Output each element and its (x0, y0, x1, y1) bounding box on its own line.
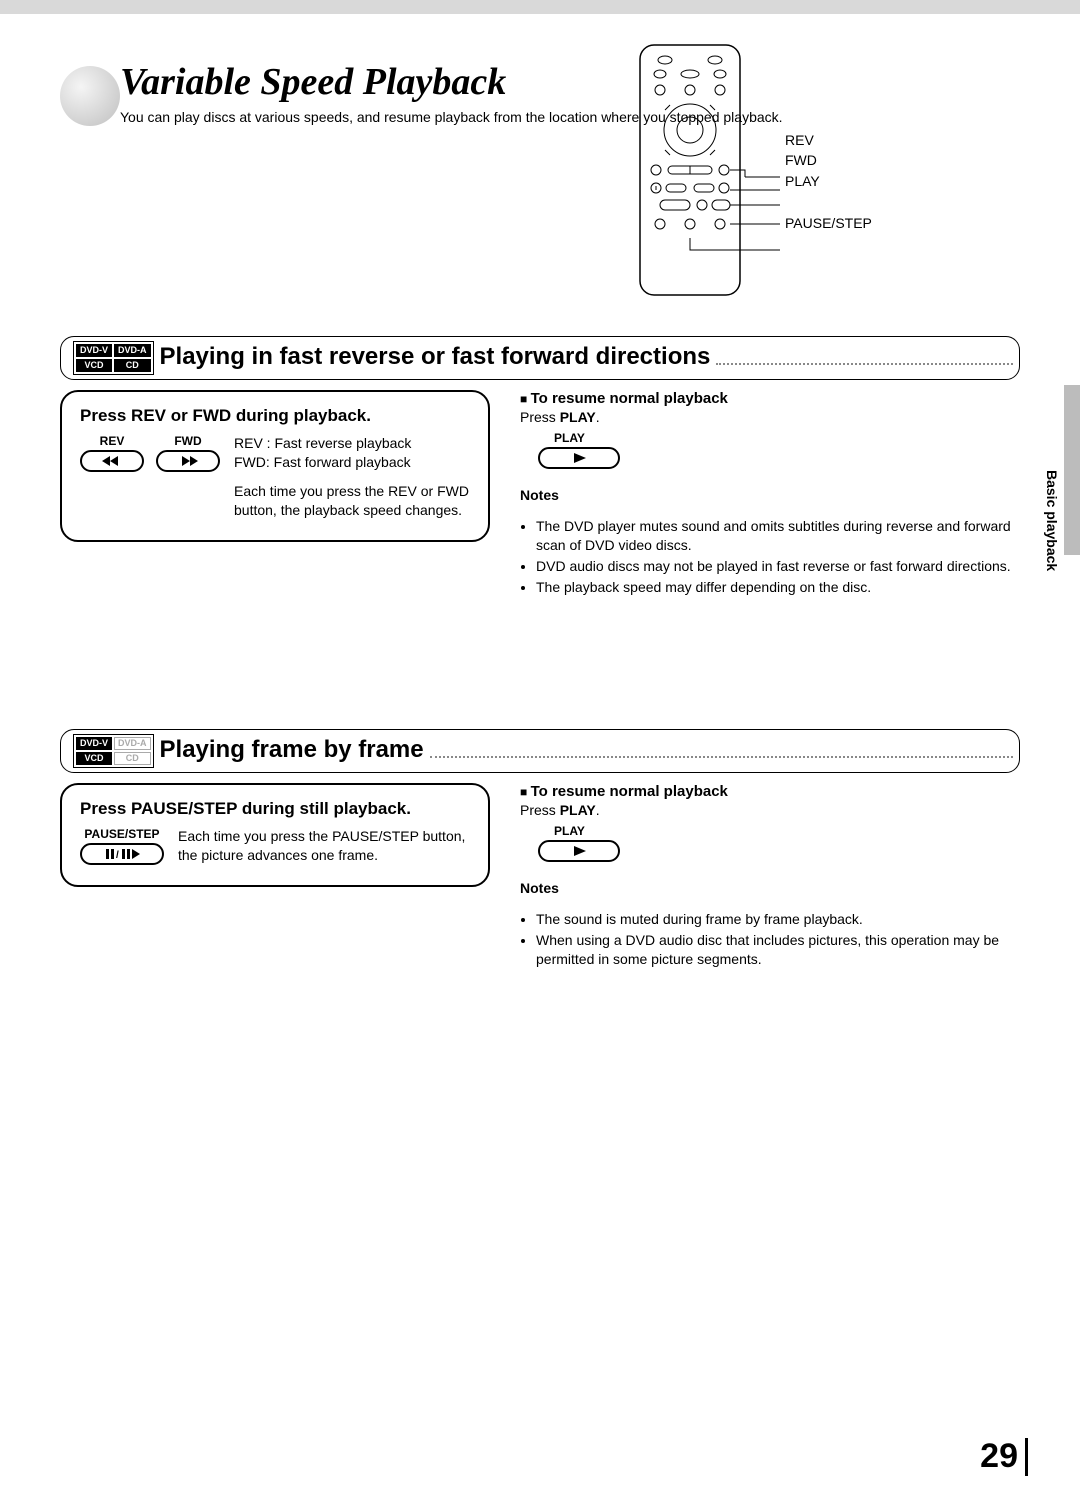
dotted-rule (716, 351, 1013, 365)
rev-label: REV (80, 434, 144, 448)
badge-dvda-2: DVD-A (114, 737, 151, 750)
play-label-2: PLAY (554, 824, 1020, 838)
pause-step-label: PAUSE/STEP (80, 827, 164, 841)
section2-header: DVD-V DVD-A VCD CD Playing frame by fram… (60, 729, 1020, 773)
section2-resume-head: To resume normal playback (520, 783, 1020, 800)
section1-box-title: Press REV or FWD during playback. (80, 406, 470, 426)
rev-button-icon (80, 450, 144, 472)
page-number: 29 (980, 1437, 1018, 1476)
section2-title: Playing frame by frame (154, 736, 430, 764)
badge-cd-2: CD (114, 752, 151, 765)
page-number-bar (1025, 1438, 1028, 1476)
pause-step-button-icon: / (80, 843, 164, 865)
section1-title: Playing in fast reverse or fast forward … (154, 343, 717, 371)
play-button-icon-2 (538, 840, 620, 862)
svg-text:/: / (116, 850, 119, 861)
section2-box-title: Press PAUSE/STEP during still playback. (80, 799, 470, 819)
section1-header: DVD-V DVD-A VCD CD Playing in fast rever… (60, 336, 1020, 380)
section1-notes: The DVD player mutes sound and omits sub… (520, 517, 1020, 597)
badge-dvda: DVD-A (114, 344, 151, 357)
dotted-rule-2 (430, 744, 1013, 758)
badge-cd: CD (114, 359, 151, 372)
remote-label-pause: PAUSE/STEP (785, 213, 872, 233)
play-label: PLAY (554, 431, 1020, 445)
fwd-label: FWD (156, 434, 220, 448)
section2-notes-head: Notes (520, 880, 1020, 896)
remote-label-play: PLAY (785, 171, 872, 191)
fwd-button-icon (156, 450, 220, 472)
section1-resume-head: To resume normal playback (520, 390, 1020, 407)
section2-notes: The sound is muted during frame by frame… (520, 910, 1020, 969)
remote-label-fwd: FWD (785, 150, 872, 170)
section1-notes-head: Notes (520, 487, 1020, 503)
section2-desc: Each time you press the PAUSE/STEP butto… (178, 827, 470, 865)
section1-desc: REV : Fast reverse playback FWD: Fast fo… (234, 434, 470, 520)
remote-diagram: REV FWD PLAY PAUSE/STEP (630, 40, 960, 300)
section2-instruction-box: Press PAUSE/STEP during still playback. … (60, 783, 490, 887)
badge-vcd-2: VCD (76, 752, 112, 765)
resume-text-play: PLAY (560, 409, 596, 425)
resume-text-pre: Press (520, 409, 560, 425)
badge-dvdv: DVD-V (76, 344, 112, 357)
section1-badges: DVD-V DVD-A VCD CD (73, 341, 154, 375)
section1-instruction-box: Press REV or FWD during playback. REV (60, 390, 490, 542)
play-button-icon (538, 447, 620, 469)
badge-vcd: VCD (76, 359, 112, 372)
badge-dvdv-2: DVD-V (76, 737, 112, 750)
decor-sphere (60, 66, 120, 126)
remote-label-rev: REV (785, 130, 872, 150)
section2-badges: DVD-V DVD-A VCD CD (73, 734, 154, 768)
